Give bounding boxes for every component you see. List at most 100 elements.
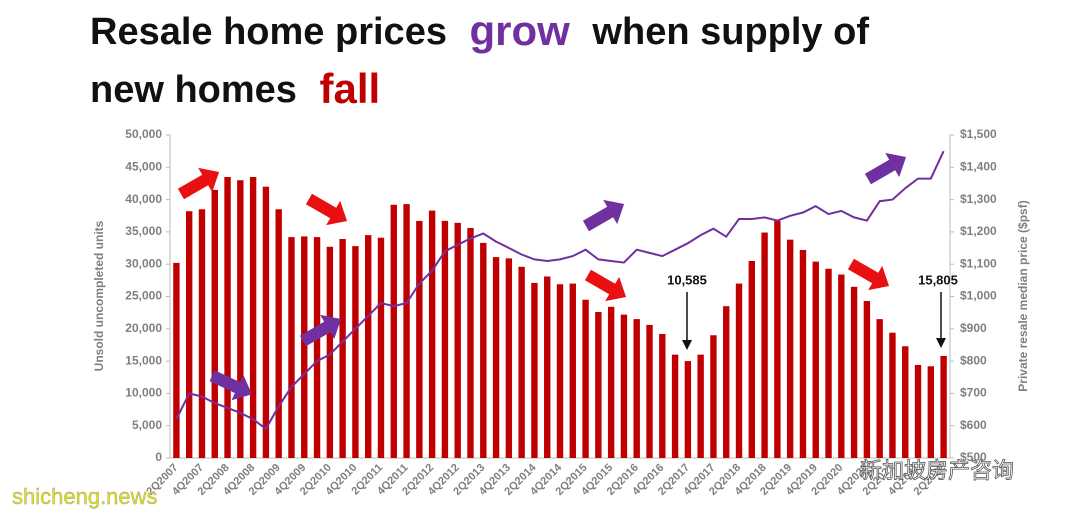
bar — [620, 314, 628, 458]
bar — [582, 299, 589, 458]
y2-tick-label: $600 — [960, 418, 987, 432]
y-tick-label: 0 — [155, 450, 162, 464]
bar — [237, 180, 244, 458]
title-part: Resale home prices — [90, 11, 447, 53]
annotation: 10,585 — [667, 272, 707, 287]
annotation: 15,805 — [918, 272, 958, 287]
bar — [889, 332, 896, 458]
bar — [607, 306, 615, 458]
y2-tick-label: $1,000 — [960, 289, 997, 303]
bar — [544, 276, 551, 458]
bar — [467, 228, 474, 458]
y2-tick-label: $800 — [960, 353, 987, 367]
bar — [288, 237, 295, 458]
bar — [697, 354, 704, 458]
bar — [940, 355, 947, 458]
bar — [505, 258, 513, 458]
bar — [774, 220, 781, 458]
bar — [876, 319, 883, 458]
bar — [595, 312, 602, 458]
bar — [838, 274, 845, 458]
y2-tick-label: $1,300 — [960, 192, 997, 206]
purple-arrows — [209, 152, 907, 401]
bar — [365, 235, 372, 458]
bar — [326, 246, 334, 458]
bar — [249, 176, 257, 459]
bar — [390, 204, 397, 458]
y-tick-label: 15,000 — [125, 353, 162, 367]
arrow — [864, 152, 907, 185]
bar — [556, 284, 564, 458]
bar — [224, 176, 231, 459]
bar — [403, 204, 410, 458]
bar — [211, 189, 218, 458]
bar — [441, 220, 449, 458]
arrow — [582, 199, 625, 232]
bar — [531, 282, 538, 458]
y-axis-label: Unsold uncompleted units — [92, 220, 106, 371]
bar — [799, 249, 807, 458]
bar — [723, 306, 730, 458]
y2-tick-label: $1,400 — [960, 159, 997, 173]
arrow — [299, 314, 342, 347]
bar — [786, 239, 794, 458]
bar — [275, 209, 282, 458]
title-line-2: new homes fall — [90, 65, 380, 112]
y-tick-label: 25,000 — [125, 289, 162, 303]
bar — [927, 366, 935, 458]
bar — [633, 319, 640, 458]
bar — [812, 261, 819, 458]
bar — [684, 361, 692, 458]
y-tick-label: 45,000 — [125, 159, 162, 173]
title-highlight: grow — [470, 7, 571, 54]
bar — [313, 237, 321, 458]
y2-tick-label: $700 — [960, 386, 987, 400]
title-part: when supply of — [591, 11, 869, 53]
bar — [914, 364, 922, 458]
line — [175, 150, 945, 431]
bar — [825, 268, 832, 458]
bar — [748, 260, 755, 458]
bar — [480, 242, 487, 458]
arrow — [209, 370, 252, 401]
bar — [428, 210, 436, 458]
y-tick-label: 35,000 — [125, 224, 162, 238]
bar — [850, 286, 858, 458]
y2-tick-label: $1,200 — [960, 224, 997, 238]
title-highlight: fall — [320, 65, 381, 112]
bar — [454, 222, 461, 458]
bar — [646, 324, 653, 458]
bar — [416, 220, 423, 458]
bar — [761, 232, 768, 458]
arrow — [305, 193, 348, 226]
bar — [569, 283, 576, 458]
red-arrows — [177, 167, 890, 302]
y2-axis-label: Private resale median price ($psf) — [1016, 200, 1030, 391]
y-tick-label: 40,000 — [125, 192, 162, 206]
bar — [339, 239, 346, 458]
title-part: new homes — [90, 69, 297, 111]
bar — [198, 209, 206, 458]
watermark: 新加坡房产咨询 — [860, 458, 1014, 483]
y2-tick-label: $900 — [960, 321, 987, 335]
bar — [492, 257, 500, 458]
arrow — [847, 258, 890, 291]
bar — [377, 237, 385, 458]
y2-tick-label: $1,100 — [960, 256, 997, 270]
y-tick-label: 50,000 — [125, 127, 162, 141]
annotation-arrowhead — [682, 340, 692, 350]
bar — [710, 335, 717, 458]
watermark: shicheng.news — [12, 484, 158, 509]
bar — [301, 236, 308, 458]
plot: 0 5,000 10,000 15,000 20,000 25,000 30,000 35,0… — [125, 127, 997, 498]
bar — [659, 333, 666, 458]
bar — [902, 346, 909, 458]
y2-tick-label: $1,500 — [960, 127, 997, 141]
y2-tick-label: $500 — [960, 450, 987, 464]
bar — [518, 266, 525, 458]
bar — [352, 246, 359, 458]
y-tick-label: 10,000 — [125, 386, 162, 400]
bar — [863, 301, 871, 458]
y-tick-label: 5,000 — [132, 418, 162, 432]
